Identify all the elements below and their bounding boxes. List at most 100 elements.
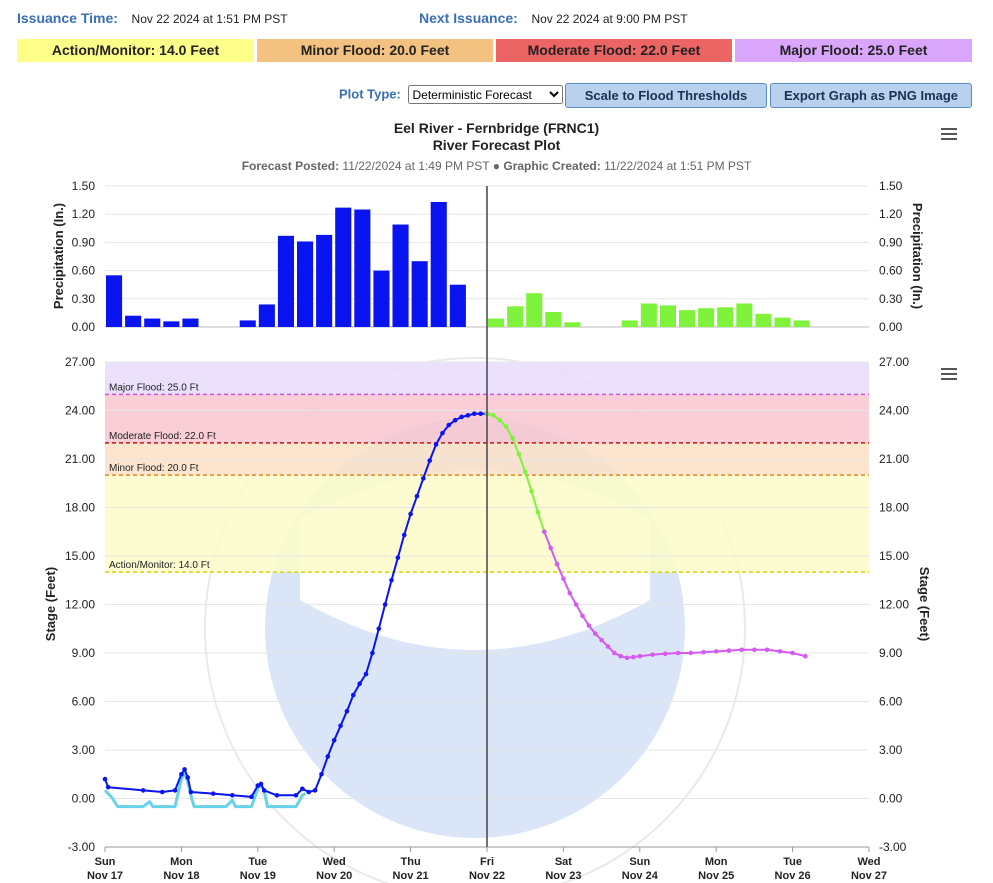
series-point-observed bbox=[338, 723, 343, 729]
x-tick-date: Nov 23 bbox=[545, 870, 581, 882]
next-issuance-label: Next Issuance: bbox=[419, 10, 518, 26]
precip-bar-forecast bbox=[679, 310, 696, 327]
x-tick-day: Sun bbox=[629, 856, 650, 868]
forecast-posted-value: 11/22/2024 at 1:49 PM PST bbox=[342, 159, 490, 173]
forecast-posted-label: Forecast Posted: bbox=[241, 159, 340, 173]
stage-tick-right: 12.00 bbox=[879, 598, 909, 612]
chart-meta: Forecast Posted: 11/22/2024 at 1:49 PM P… bbox=[0, 159, 993, 173]
series-point-forecast-late bbox=[764, 647, 770, 653]
stage-tick-right: 9.00 bbox=[879, 646, 903, 660]
series-point-forecast-late bbox=[567, 590, 573, 596]
stage-tick-left: 9.00 bbox=[72, 646, 96, 660]
precip-bar-forecast bbox=[564, 322, 581, 327]
flood-line-label: Minor Flood: 20.0 Ft bbox=[109, 463, 199, 474]
x-tick-day: Sun bbox=[95, 856, 116, 868]
menu-icon[interactable] bbox=[941, 368, 957, 382]
flood-line-label: Moderate Flood: 22.0 Ft bbox=[109, 431, 216, 442]
precip-bar-forecast bbox=[736, 303, 753, 327]
series-point-observed bbox=[274, 792, 280, 798]
stage-tick-right: -3.00 bbox=[879, 840, 907, 854]
precip-bar-observed bbox=[297, 241, 314, 327]
threshold-minor: Minor Flood: 20.0 Feet bbox=[257, 39, 493, 62]
series-point-observed bbox=[319, 771, 324, 777]
x-tick-day: Wed bbox=[323, 856, 346, 868]
precip-bar-forecast bbox=[640, 303, 657, 327]
plot-type-control: Plot Type: Deterministic Forecast bbox=[339, 85, 563, 104]
stage-tick-right: 15.00 bbox=[879, 549, 909, 563]
series-point-observed bbox=[478, 411, 483, 417]
series-point-observed bbox=[370, 650, 375, 656]
precip-bar-forecast bbox=[526, 293, 543, 327]
issuance-time: Issuance Time: Nov 22 2024 at 1:51 PM PS… bbox=[17, 10, 288, 26]
precip-bar-observed bbox=[106, 275, 123, 327]
series-point-observed bbox=[258, 781, 264, 787]
series-point-observed bbox=[395, 555, 401, 560]
x-tick-day: Mon bbox=[170, 856, 193, 868]
series-point-forecast-late bbox=[624, 655, 630, 661]
precip-bar-observed bbox=[277, 235, 294, 327]
series-point-forecast-late bbox=[803, 653, 808, 659]
series-point-forecast-late bbox=[688, 650, 694, 656]
series-point-observed bbox=[172, 788, 178, 793]
stage-tick-right: 21.00 bbox=[879, 452, 909, 466]
x-tick-day: Fri bbox=[480, 856, 494, 868]
series-point-observed bbox=[433, 442, 439, 447]
precip-bar-observed bbox=[411, 261, 428, 327]
precip-bar-forecast bbox=[507, 306, 524, 327]
stage-tick-left: 24.00 bbox=[65, 404, 95, 418]
series-point-forecast-early bbox=[535, 510, 541, 515]
series-point-observed bbox=[185, 775, 191, 780]
series-point-forecast-early bbox=[522, 469, 528, 475]
precip-bar-forecast bbox=[488, 318, 505, 327]
series-point-forecast-late bbox=[586, 623, 592, 628]
series-point-observed bbox=[325, 754, 331, 759]
x-tick-day: Tue bbox=[248, 856, 267, 868]
precip-bar-observed bbox=[163, 321, 180, 327]
stage-tick-left: 6.00 bbox=[72, 695, 96, 709]
x-tick-date: Nov 21 bbox=[393, 870, 429, 882]
precip-tick-left: 1.50 bbox=[72, 179, 96, 193]
series-point-forecast-late bbox=[726, 648, 732, 653]
precip-tick-right: 0.30 bbox=[879, 292, 903, 306]
precip-bar-forecast bbox=[659, 305, 676, 327]
series-point-forecast-late bbox=[650, 652, 655, 657]
precip-tick-right: 0.60 bbox=[879, 264, 903, 278]
series-point-observed bbox=[344, 708, 350, 714]
series-point-observed bbox=[376, 626, 382, 632]
x-tick-day: Wed bbox=[857, 856, 880, 868]
precip-bar-forecast bbox=[793, 320, 810, 327]
series-point-forecast-late bbox=[631, 654, 636, 660]
menu-icon[interactable] bbox=[941, 128, 957, 142]
x-tick-date: Nov 25 bbox=[698, 870, 734, 882]
series-point-observed bbox=[140, 788, 146, 793]
precip-tick-right: 1.50 bbox=[879, 179, 903, 193]
series-point-observed bbox=[440, 430, 445, 436]
graphic-created-label: Graphic Created: bbox=[503, 159, 601, 173]
issuance-time-label: Issuance Time: bbox=[17, 10, 118, 26]
series-point-forecast-late bbox=[618, 653, 623, 659]
scale-to-flood-thresholds-button[interactable]: Scale to Flood Thresholds bbox=[565, 83, 767, 108]
stage-tick-right: 0.00 bbox=[879, 792, 903, 806]
precip-tick-left: 0.90 bbox=[72, 235, 96, 249]
series-point-forecast-late bbox=[612, 650, 617, 656]
series-point-forecast-early bbox=[510, 435, 515, 441]
series-point-observed bbox=[293, 792, 299, 798]
precip-bar-forecast bbox=[717, 307, 734, 327]
stage-tick-right: 18.00 bbox=[879, 501, 909, 515]
series-point-observed bbox=[230, 792, 235, 798]
series-point-observed bbox=[382, 602, 388, 607]
export-png-button[interactable]: Export Graph as PNG Image bbox=[770, 83, 972, 108]
precip-bar-forecast bbox=[545, 311, 562, 327]
series-line-forecast-early bbox=[486, 412, 546, 533]
precip-bar-observed bbox=[239, 320, 256, 327]
series-point-forecast-late bbox=[548, 545, 553, 551]
x-tick-date: Nov 17 bbox=[87, 870, 123, 882]
plot-type-select[interactable]: Deterministic Forecast bbox=[407, 85, 563, 104]
precip-ylabel-right: Precipitation (In.) bbox=[910, 203, 925, 309]
series-point-observed bbox=[414, 493, 420, 499]
series-point-observed bbox=[306, 789, 312, 795]
series-point-forecast-late bbox=[662, 651, 668, 657]
series-point-forecast-late bbox=[637, 653, 643, 659]
precip-bar-forecast bbox=[755, 313, 772, 327]
